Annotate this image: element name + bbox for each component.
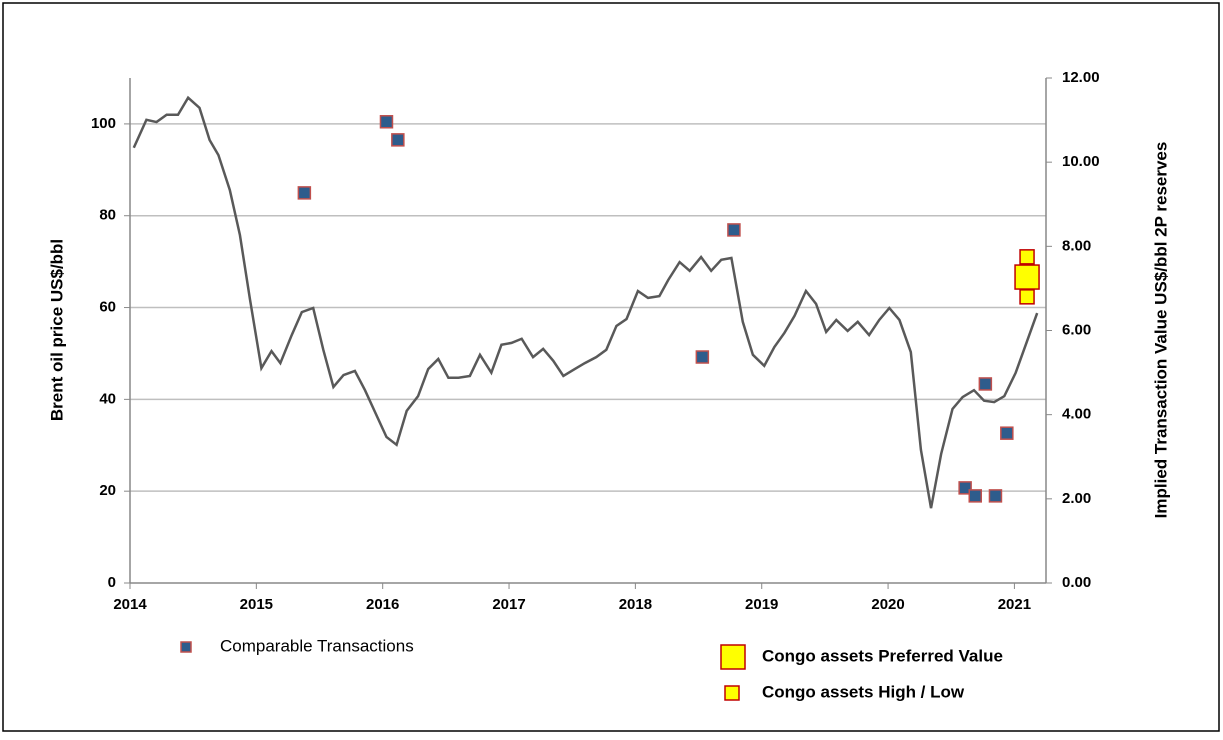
legend-label: Congo assets Preferred Value xyxy=(762,646,1003,665)
marker xyxy=(1014,264,1040,290)
y2-axis-label: Implied Transaction Value US$/bbl 2P res… xyxy=(1151,142,1170,519)
y2-tick-label: 2.00 xyxy=(1062,490,1091,507)
x-tick-label: 2015 xyxy=(240,596,273,613)
y2-tick-label: 6.00 xyxy=(1062,321,1091,338)
legend-marker xyxy=(720,644,746,670)
x-tick-label: 2014 xyxy=(113,596,147,613)
legend-marker xyxy=(180,641,192,653)
marker xyxy=(988,489,1003,503)
y-tick-label: 20 xyxy=(99,482,116,499)
y2-tick-label: 12.00 xyxy=(1062,69,1100,86)
marker xyxy=(968,489,982,503)
price-line xyxy=(132,95,1039,509)
y-tick-label: 80 xyxy=(99,207,116,224)
y2-tick-label: 10.00 xyxy=(1062,153,1100,170)
x-tick-label: 2019 xyxy=(745,596,778,613)
marker xyxy=(379,115,394,129)
y-tick-label: 40 xyxy=(99,390,116,407)
y2-tick-label: 4.00 xyxy=(1062,406,1091,423)
marker xyxy=(1019,249,1035,265)
marker xyxy=(1000,426,1014,440)
y-tick-label: 0 xyxy=(108,574,116,591)
y2-tick-label: 0.00 xyxy=(1062,574,1091,591)
marker xyxy=(1019,289,1035,305)
legend-label: Congo assets High / Low xyxy=(762,682,965,701)
marker xyxy=(958,481,972,495)
marker xyxy=(727,223,741,237)
x-tick-label: 2017 xyxy=(492,596,525,613)
y-tick-label: 100 xyxy=(91,115,116,132)
marker xyxy=(695,350,710,364)
x-tick-label: 2018 xyxy=(619,596,652,613)
y2-tick-label: 8.00 xyxy=(1062,237,1091,254)
marker xyxy=(391,133,405,147)
x-tick-label: 2020 xyxy=(871,596,904,613)
y-tick-label: 60 xyxy=(99,299,116,316)
legend-marker xyxy=(724,685,740,701)
legend-label: Comparable Transactions xyxy=(220,636,414,655)
y-axis-label: Brent oil price US$/bbl xyxy=(47,239,66,421)
marker xyxy=(297,186,312,200)
x-tick-label: 2021 xyxy=(998,596,1031,613)
marker xyxy=(978,377,993,391)
x-tick-label: 2016 xyxy=(366,596,399,613)
